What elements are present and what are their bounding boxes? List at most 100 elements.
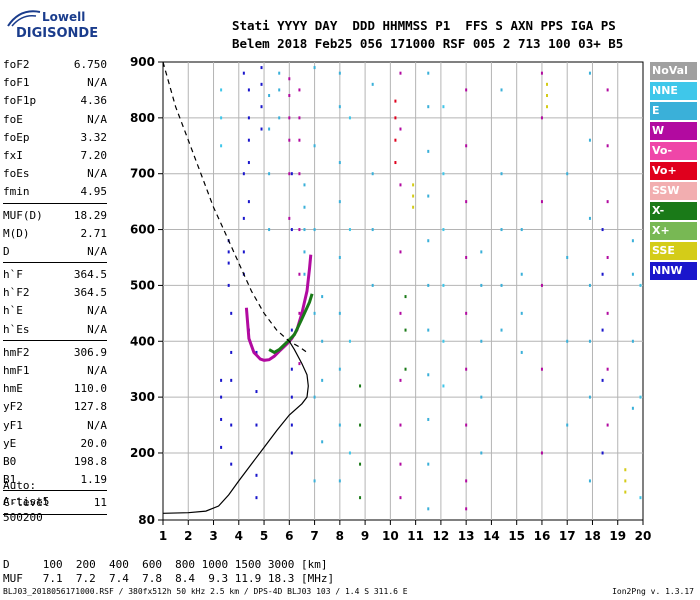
echo-point bbox=[290, 423, 293, 427]
param-row: foF1p 4.36 bbox=[3, 92, 107, 110]
echo-point bbox=[394, 161, 397, 165]
x-tick-label: 10 bbox=[382, 529, 399, 543]
legend-item: W bbox=[650, 122, 697, 140]
param-row: yE 20.0 bbox=[3, 435, 107, 453]
echo-point bbox=[290, 367, 293, 371]
echo-point bbox=[298, 228, 301, 232]
echo-point bbox=[427, 328, 430, 332]
echo-point bbox=[566, 423, 569, 427]
scaled-parameters-table: foF2 6.750 foF1 N/A foF1p 4.36 foE N/A foEp 3.32 f… bbox=[3, 56, 107, 518]
echo-point bbox=[260, 66, 263, 70]
echo-point bbox=[412, 194, 415, 198]
echo-point bbox=[399, 496, 402, 500]
echo-point bbox=[247, 116, 250, 120]
echo-point bbox=[546, 94, 548, 98]
echo-point bbox=[338, 255, 341, 259]
x-tick-label: 8 bbox=[336, 529, 344, 543]
echo-point bbox=[546, 105, 548, 109]
echo-point bbox=[588, 71, 591, 75]
echo-point bbox=[220, 144, 223, 148]
echo-point bbox=[338, 311, 341, 315]
echo-point bbox=[465, 88, 468, 92]
echo-point bbox=[242, 172, 245, 176]
echo-point bbox=[303, 205, 306, 209]
echo-point bbox=[399, 127, 402, 131]
x-tick-label: 5 bbox=[260, 529, 268, 543]
param-name: yE bbox=[3, 436, 17, 450]
echo-point bbox=[303, 228, 306, 232]
echo-point bbox=[313, 311, 316, 315]
logo-text-digisonde: DIGISONDE bbox=[16, 26, 99, 41]
y-tick-label: 700 bbox=[130, 167, 155, 181]
echo-point bbox=[540, 116, 543, 120]
muf-row: MUF 7.1 7.2 7.4 7.8 8.4 9.3 11.9 18.3 [M… bbox=[3, 572, 335, 585]
echo-point bbox=[465, 507, 468, 511]
echo-point bbox=[465, 200, 468, 204]
echo-point bbox=[227, 283, 230, 287]
echo-point bbox=[359, 496, 362, 500]
echo-point bbox=[399, 378, 402, 382]
echo-point bbox=[242, 250, 245, 254]
param-name: M(D) bbox=[3, 226, 30, 240]
param-value: 198.8 bbox=[73, 454, 107, 468]
param-name: hmF2 bbox=[3, 345, 30, 359]
echo-point bbox=[394, 116, 397, 120]
plot-frame bbox=[162, 61, 644, 521]
param-row: yF2 127.8 bbox=[3, 398, 107, 416]
param-row: C-level 11 bbox=[3, 494, 107, 512]
param-value: 4.95 bbox=[80, 185, 108, 199]
param-value: 364.5 bbox=[73, 268, 107, 282]
echo-point bbox=[399, 423, 402, 427]
echo-point bbox=[427, 239, 430, 243]
echo-point bbox=[500, 328, 503, 332]
param-value: 4.36 bbox=[80, 94, 108, 108]
echo-point bbox=[412, 205, 415, 209]
param-name: foF1p bbox=[3, 94, 37, 108]
echo-point bbox=[268, 228, 271, 232]
x-tick-label: 3 bbox=[209, 529, 217, 543]
param-row: hmE 110.0 bbox=[3, 380, 107, 398]
x-tick-label: 7 bbox=[310, 529, 318, 543]
param-row: foF2 6.750 bbox=[3, 56, 107, 74]
y-tick-label: 600 bbox=[130, 223, 155, 237]
echo-point bbox=[631, 239, 634, 243]
echo-point bbox=[601, 328, 604, 332]
echo-point bbox=[278, 88, 281, 92]
echo-point bbox=[639, 283, 642, 287]
echo-point bbox=[278, 71, 281, 75]
param-name: fmin bbox=[3, 185, 30, 199]
x-tick-label: 6 bbox=[285, 529, 293, 543]
echo-point bbox=[255, 390, 258, 394]
echo-point bbox=[268, 94, 271, 98]
param-name: yF1 bbox=[3, 418, 23, 432]
param-separator bbox=[3, 202, 107, 204]
echo-point bbox=[268, 127, 271, 131]
echo-point bbox=[230, 462, 233, 466]
param-value: 364.5 bbox=[73, 286, 107, 300]
x-tick-label: 9 bbox=[361, 529, 369, 543]
echo-point bbox=[298, 311, 301, 315]
echo-point bbox=[442, 172, 445, 176]
param-name: hmF1 bbox=[3, 364, 30, 377]
param-value: N/A bbox=[87, 76, 107, 90]
echo-point bbox=[546, 82, 548, 86]
x-tick-label: 20 bbox=[635, 529, 652, 543]
param-row: h`E N/A bbox=[3, 302, 107, 320]
echo-point bbox=[566, 255, 569, 259]
param-value: 1.19 bbox=[80, 473, 108, 487]
echo-point bbox=[348, 451, 351, 455]
y-tick-label: 200 bbox=[130, 446, 155, 460]
echo-point bbox=[520, 311, 523, 315]
param-name: yF2 bbox=[3, 400, 23, 414]
echo-point bbox=[427, 283, 430, 287]
echo-point bbox=[465, 423, 468, 427]
legend-item: Vo+ bbox=[650, 162, 697, 180]
echo-point bbox=[399, 311, 402, 315]
echo-point bbox=[290, 228, 293, 232]
echo-point bbox=[338, 367, 341, 371]
echo-point bbox=[230, 423, 233, 427]
echo-point bbox=[442, 228, 445, 232]
header-keys: Stati YYYY DAY DDD HHMMSS P1 FFS S AXN P… bbox=[232, 18, 616, 33]
echo-point bbox=[288, 138, 291, 142]
echo-point bbox=[303, 183, 306, 187]
